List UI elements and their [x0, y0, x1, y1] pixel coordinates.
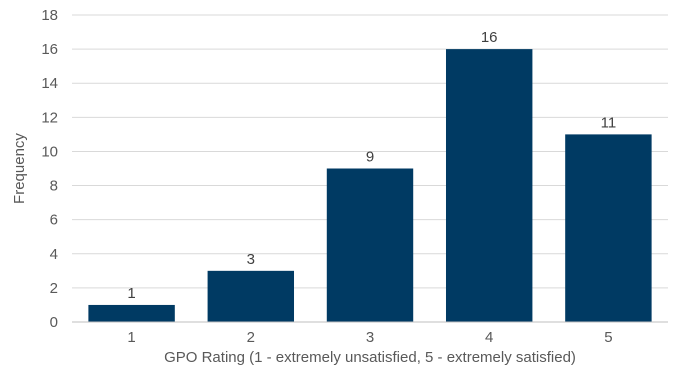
data-label: 9 — [366, 149, 374, 166]
bar-1 — [88, 304, 175, 322]
x-tick-label: 2 — [247, 329, 255, 346]
data-label: 11 — [601, 114, 617, 131]
bar-5 — [565, 134, 652, 322]
bars — [88, 49, 652, 322]
x-axis-title: GPO Rating (1 - extremely unsatisfied, 5… — [164, 349, 576, 366]
bar-2 — [207, 270, 295, 322]
x-tick-label: 1 — [127, 329, 135, 346]
y-tick-label: 8 — [50, 178, 58, 195]
data-label: 3 — [247, 251, 255, 268]
x-axis-ticks: 1 2 3 4 5 — [127, 329, 612, 346]
bar-3 — [326, 168, 414, 322]
y-tick-label: 2 — [50, 280, 58, 297]
data-label: 16 — [481, 29, 498, 46]
y-tick-label: 10 — [41, 143, 58, 160]
y-tick-label: 4 — [50, 246, 58, 263]
y-tick-label: 14 — [41, 75, 58, 92]
data-labels: 1 3 9 16 11 — [127, 29, 616, 302]
gridlines — [72, 14, 668, 289]
y-tick-label: 0 — [50, 314, 58, 331]
data-label: 1 — [127, 285, 135, 302]
x-tick-label: 5 — [604, 329, 612, 346]
y-tick-label: 12 — [41, 109, 58, 126]
y-tick-label: 6 — [50, 212, 58, 229]
y-axis-title: Frequency — [11, 133, 28, 204]
bar-4 — [445, 49, 533, 322]
x-tick-label: 4 — [485, 329, 493, 346]
y-tick-label: 16 — [41, 41, 58, 58]
y-axis-ticks: 0 2 4 6 8 10 12 14 16 18 — [41, 7, 58, 331]
x-tick-label: 3 — [366, 329, 374, 346]
y-tick-label: 18 — [41, 7, 58, 24]
